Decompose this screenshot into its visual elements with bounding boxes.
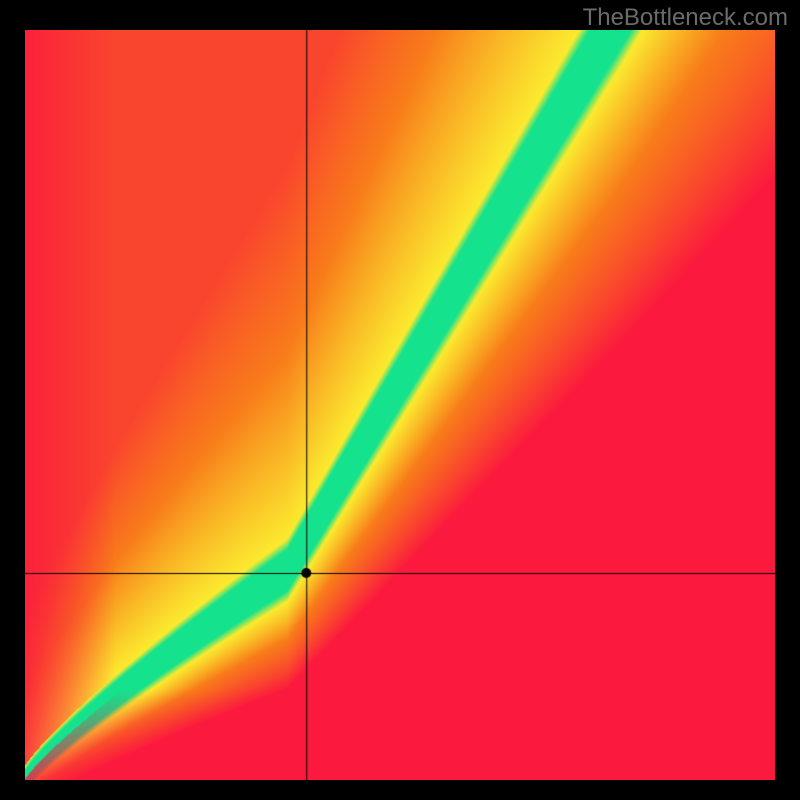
chart-container: TheBottleneck.com — [0, 0, 800, 800]
heatmap-plot — [25, 30, 775, 780]
heatmap-canvas — [25, 30, 775, 780]
attribution-watermark: TheBottleneck.com — [583, 4, 788, 32]
